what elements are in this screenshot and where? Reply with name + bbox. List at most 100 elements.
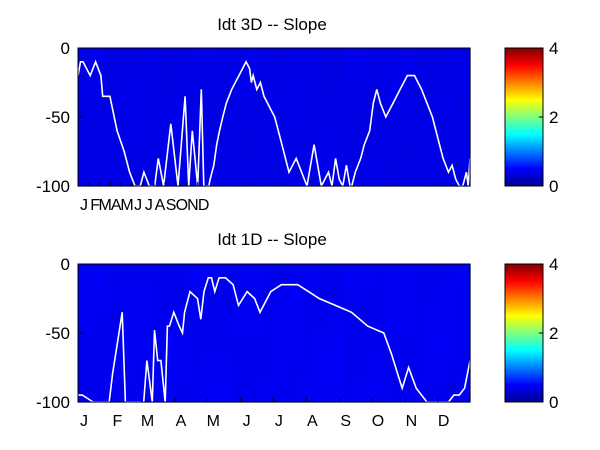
heatmap-cell — [218, 356, 233, 380]
heatmap-cell — [78, 117, 93, 141]
heatmap-cell — [456, 287, 471, 311]
heatmap-cell — [204, 310, 219, 334]
heatmap-cell — [400, 287, 415, 311]
heatmap-cell — [372, 333, 387, 357]
heatmap-cell — [134, 163, 149, 187]
heatmap-cell — [218, 140, 233, 164]
heatmap-cell — [176, 94, 191, 118]
x-tick-label: A — [155, 197, 166, 214]
heatmap-cell — [288, 310, 303, 334]
heatmap-cell — [400, 117, 415, 141]
heatmap-cell — [134, 287, 149, 311]
heatmap-cell — [302, 264, 317, 288]
colorbar-tick-label: 0 — [549, 393, 558, 412]
x-tick-label: O — [372, 413, 384, 430]
heatmap-cell — [400, 94, 415, 118]
heatmap-cell — [204, 48, 219, 72]
heatmap-cell — [442, 48, 457, 72]
heatmap-cell — [120, 287, 135, 311]
heatmap-cell — [274, 163, 289, 187]
heatmap-cell — [428, 48, 443, 72]
heatmap-cell — [218, 310, 233, 334]
heatmap-cell — [400, 310, 415, 334]
heatmap-cell — [316, 310, 331, 334]
heatmap-cell — [106, 94, 121, 118]
heatmap-cell — [120, 310, 135, 334]
heatmap-cell — [316, 48, 331, 72]
heatmap-cell — [274, 71, 289, 95]
heatmap-cell — [106, 310, 121, 334]
heatmap-cell — [148, 287, 163, 311]
heatmap-cell — [176, 356, 191, 380]
heatmap-cell — [372, 379, 387, 403]
heatmap-cell — [78, 333, 93, 357]
heatmap-cell — [414, 310, 429, 334]
heatmap-cell — [260, 333, 275, 357]
heatmap-cell — [344, 94, 359, 118]
heatmap-cell — [134, 117, 149, 141]
heatmap-cell — [120, 379, 135, 403]
heatmap-cell — [358, 264, 373, 288]
heatmap-cell — [372, 287, 387, 311]
heatmap-cell — [92, 310, 107, 334]
heatmap-cell — [78, 48, 93, 72]
x-tick-label: S — [166, 197, 177, 214]
heatmap-cell — [302, 287, 317, 311]
heatmap-cell — [274, 94, 289, 118]
heatmap-cell — [414, 356, 429, 380]
heatmap-cell — [344, 48, 359, 72]
heatmap-cell — [288, 287, 303, 311]
heatmap-cell — [442, 333, 457, 357]
heatmap-cell — [246, 163, 261, 187]
heatmap-cell — [232, 94, 247, 118]
heatmap-cell — [456, 264, 471, 288]
heatmap-cell — [232, 140, 247, 164]
x-tick-label: D — [438, 413, 450, 430]
heatmap-cell — [260, 117, 275, 141]
heatmap-cell — [274, 117, 289, 141]
heatmap-cell — [246, 333, 261, 357]
heatmap-cell — [134, 140, 149, 164]
heatmap-cell — [428, 379, 443, 403]
heatmap-cell — [288, 140, 303, 164]
heatmap-cell — [78, 264, 93, 288]
heatmap-cell — [92, 379, 107, 403]
heatmap-cell — [260, 356, 275, 380]
heatmap-cell — [414, 163, 429, 187]
y-tick-label: -100 — [36, 177, 70, 196]
heatmap-cell — [344, 356, 359, 380]
heatmap-cell — [190, 264, 205, 288]
heatmap-cell — [316, 333, 331, 357]
heatmap-cell — [442, 140, 457, 164]
heatmap-cell — [204, 379, 219, 403]
heatmap-cell — [232, 48, 247, 72]
heatmap-cell — [134, 48, 149, 72]
heatmap-cell — [246, 94, 261, 118]
bottom-colorbar — [504, 263, 544, 403]
heatmap-cell — [106, 140, 121, 164]
heatmap-cell — [106, 117, 121, 141]
heatmap-cell — [162, 356, 177, 380]
heatmap-cell — [372, 310, 387, 334]
heatmap-cell — [414, 264, 429, 288]
heatmap-cell — [148, 48, 163, 72]
heatmap-cell — [232, 356, 247, 380]
heatmap-cell — [134, 310, 149, 334]
heatmap-cell — [442, 310, 457, 334]
heatmap-cell — [274, 356, 289, 380]
heatmap-cell — [232, 333, 247, 357]
heatmap-cell — [372, 140, 387, 164]
heatmap-cell — [190, 379, 205, 403]
top-colorbar — [504, 47, 544, 187]
heatmap-cell — [274, 379, 289, 403]
heatmap-cell — [386, 117, 401, 141]
top-plot-title: Idt 3D -- Slope — [217, 15, 327, 34]
heatmap-cell — [78, 356, 93, 380]
heatmap-cell — [358, 333, 373, 357]
bottom-colorbar-ticks: 0 2 4 — [539, 255, 558, 412]
heatmap-cell — [316, 264, 331, 288]
heatmap-cell — [414, 117, 429, 141]
heatmap-cell — [344, 71, 359, 95]
heatmap-cell — [162, 71, 177, 95]
heatmap-cell — [386, 287, 401, 311]
